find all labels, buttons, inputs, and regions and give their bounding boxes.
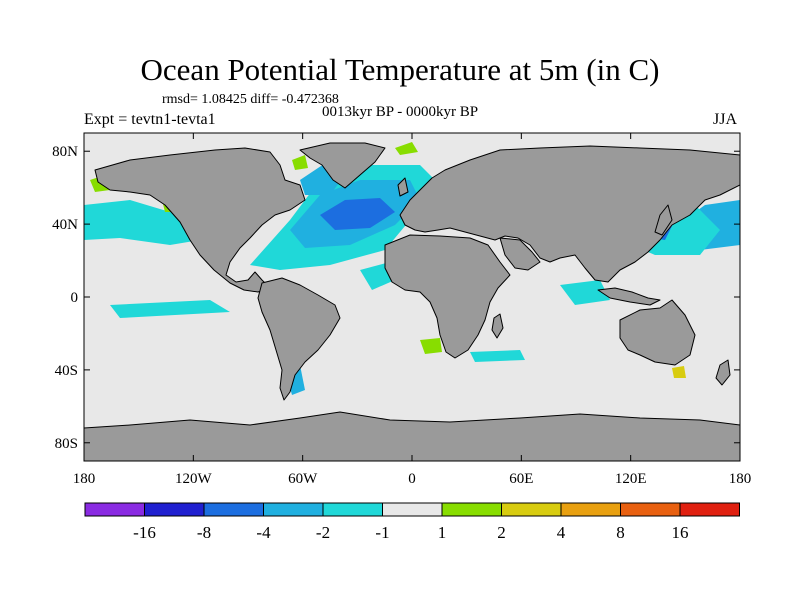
land-japan: [654, 204, 673, 236]
colorbar-bin: [263, 502, 324, 517]
stats-label: rmsd= 1.08425 diff= -0.472368: [162, 92, 339, 107]
colorbar-label: -1: [375, 523, 389, 542]
y-tick-label: 40N: [52, 217, 78, 233]
x-tick-label: 180: [729, 471, 752, 487]
period-label: 0013kyr BP - 0000kyr BP: [322, 104, 479, 120]
land-north-america: [94, 147, 306, 293]
anomaly-equatorial-pacific: [110, 300, 230, 318]
colorbar-label: 8: [616, 523, 625, 542]
colorbar-label: -2: [316, 523, 330, 542]
y-tick-label: 80S: [55, 436, 78, 452]
land-indonesia: [597, 287, 661, 306]
anomaly-south-indian: [470, 350, 525, 362]
axis-layer: 180 120W 60W 0 60E 120E 180 80N 40N 0 40S 80S: [52, 133, 751, 487]
colorbar-label: 1: [438, 523, 447, 542]
land-greenland: [299, 142, 386, 189]
colorbar-bin: [203, 502, 264, 517]
colorbar-bin: [620, 502, 681, 517]
colorbar-label: -16: [133, 523, 156, 542]
colorbar-bin: [560, 502, 621, 517]
y-tick-label: 40S: [55, 363, 78, 379]
colorbar-bin: [441, 502, 502, 517]
x-tick-label: 0: [408, 471, 416, 487]
anomaly-north-pacific: [84, 200, 200, 245]
colorbar-label: -4: [256, 523, 271, 542]
land-madagascar: [491, 313, 504, 339]
land-africa: [384, 234, 511, 359]
anomaly-south-australia: [672, 366, 686, 378]
y-tick-label: 80N: [52, 144, 78, 160]
map-plot-area: [84, 133, 740, 461]
land-new-zealand: [715, 359, 731, 386]
land-australia: [619, 299, 696, 366]
colorbar-bin: [501, 502, 562, 517]
colorbar-bin: [144, 502, 205, 517]
x-tick-label: 180: [73, 471, 96, 487]
x-tick-label: 120W: [175, 471, 213, 487]
colorbar-bin: [382, 502, 443, 517]
x-tick-label: 60E: [509, 471, 533, 487]
land-eurasia: [399, 145, 740, 283]
colorbar-label: 2: [497, 523, 506, 542]
x-tick-label: 120E: [615, 471, 647, 487]
land-south-america: [257, 277, 341, 401]
land-arabia: [499, 237, 541, 271]
colorbar: -16 -8 -4 -2 -1 1 2 4 8 16: [84, 502, 740, 542]
colorbar-label: -8: [197, 523, 211, 542]
plot-title: Ocean Potential Temperature at 5m (in C): [140, 52, 660, 87]
season-label: JJA: [713, 111, 738, 128]
x-tick-label: 60W: [288, 471, 318, 487]
colorbar-bin: [679, 502, 740, 517]
y-tick-label: 0: [71, 290, 79, 306]
anomaly-mozambique: [420, 338, 442, 354]
colorbar-bin: [322, 502, 383, 517]
land-layer: [84, 142, 740, 461]
colorbar-label: 16: [672, 523, 689, 542]
anomaly-baffin: [292, 155, 308, 170]
colorbar-label: 4: [557, 523, 566, 542]
anomaly-north-atlantic-core: [320, 198, 395, 230]
anomaly-arctic: [395, 142, 418, 155]
colorbar-bin: [84, 502, 145, 517]
experiment-label: Expt = tevtn1-tevta1: [84, 111, 216, 128]
land-antarctica: [84, 411, 740, 461]
anomaly-west-australia: [560, 280, 610, 305]
land-uk: [397, 177, 409, 197]
